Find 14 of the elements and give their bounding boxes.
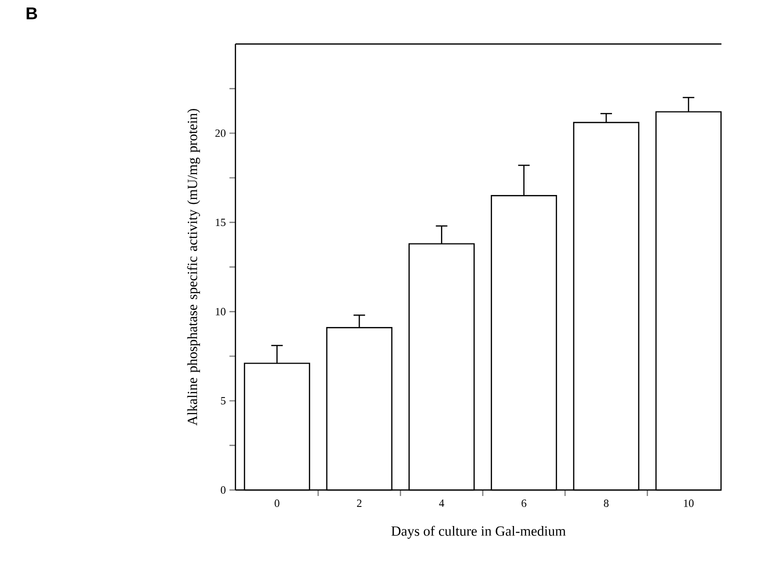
y-tick-label: 15 [216,218,226,226]
y-tick-label: 5 [221,397,226,404]
y-tick-label: 0 [220,486,226,494]
x-tick-label: 8 [604,500,609,507]
x-axis-title: Days of culture in Gal-medium [391,526,566,539]
x-tick-label: 0 [274,500,280,507]
x-tick-label: 2 [357,500,362,507]
x-tick-label: 10 [684,500,694,507]
text: B [26,8,38,20]
y-tick-label: 10 [216,308,226,316]
y-axis-title: Alkaline phosphatase specific activity (mU/mg protein) [187,108,200,426]
x-tick-label: 6 [522,500,526,507]
x-tick-label: 4 [439,500,444,507]
y-tick-label: 20 [215,129,226,137]
